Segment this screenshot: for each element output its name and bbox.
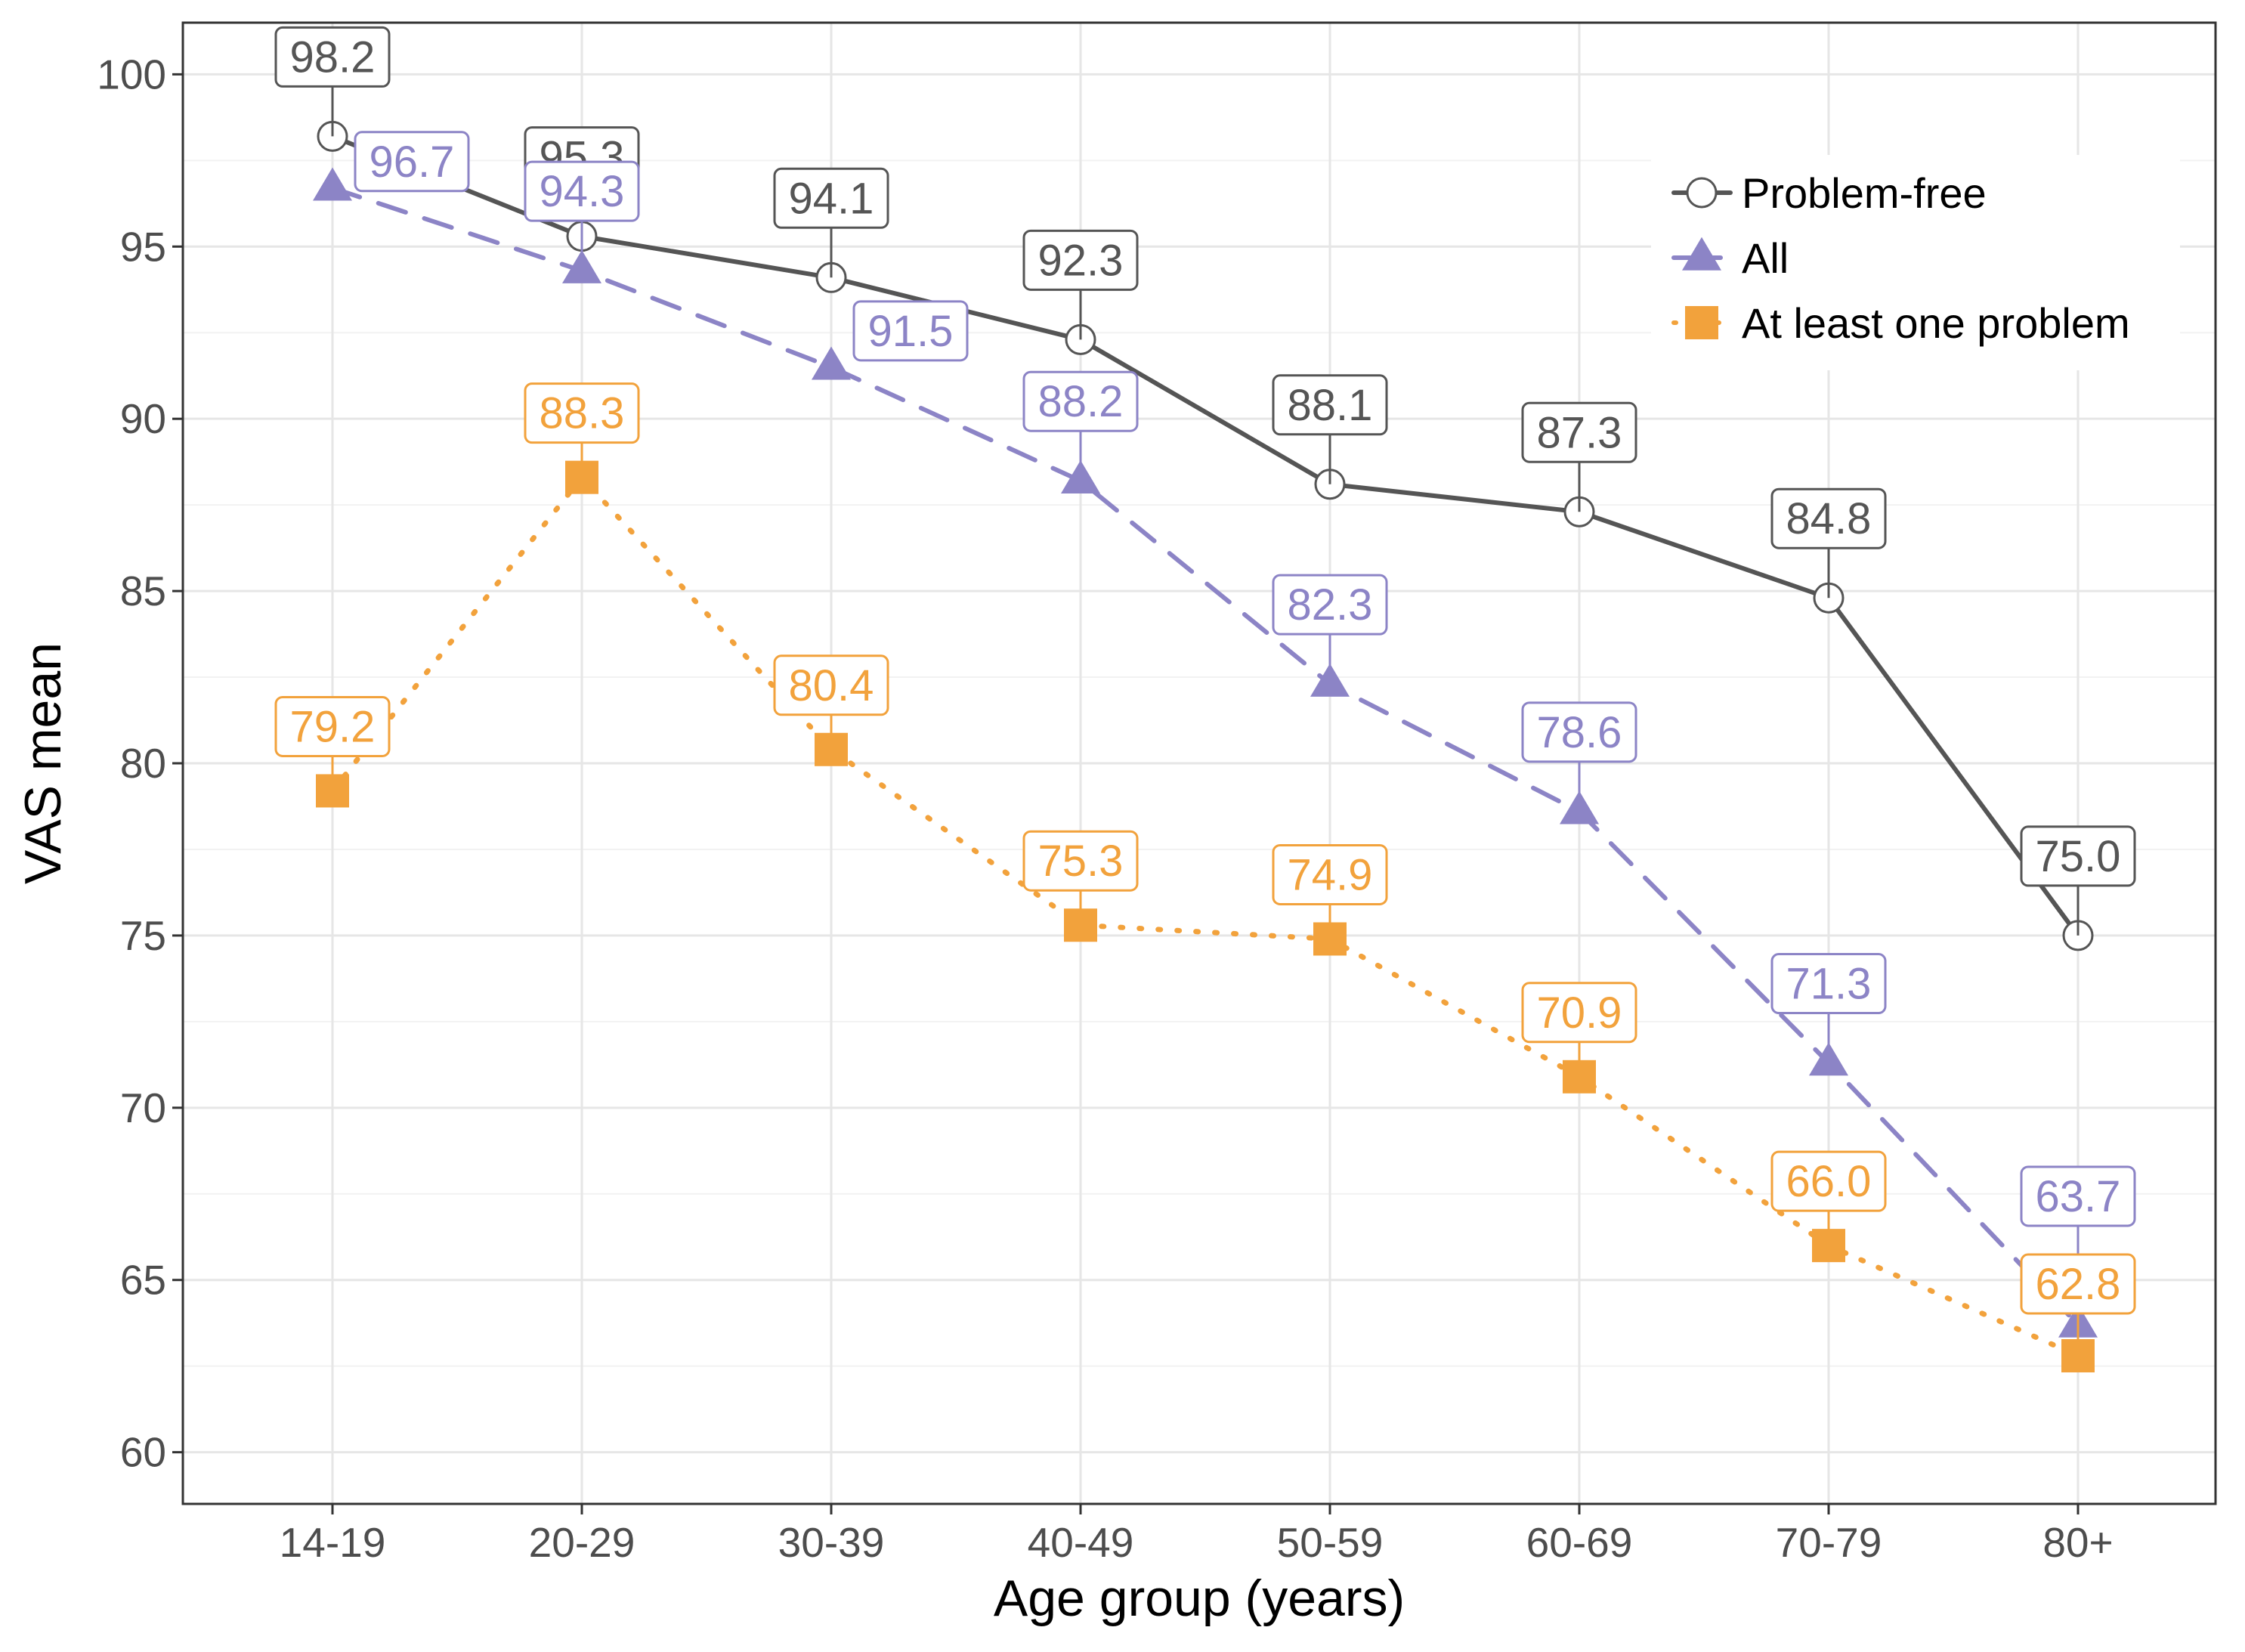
x-tick-label: 70-79 — [1776, 1519, 1882, 1566]
data-label: 88.3 — [540, 389, 625, 438]
legend-key-marker-0 — [1686, 177, 1718, 209]
y-tick-label: 70 — [120, 1084, 166, 1131]
x-tick-label: 20-29 — [529, 1519, 635, 1566]
data-label: 75.3 — [1038, 837, 1124, 886]
gridlines — [183, 23, 2216, 1504]
data-label: 82.3 — [1288, 580, 1373, 630]
y-tick-label: 65 — [120, 1257, 166, 1304]
data-label: 94.3 — [540, 167, 625, 216]
data-label: 84.8 — [1786, 494, 1872, 543]
label-box — [1770, 1150, 1887, 1212]
data-label: 74.9 — [1288, 850, 1373, 899]
y-tick-label: 80 — [120, 740, 166, 787]
label-box — [2020, 1253, 2136, 1315]
label-box — [773, 654, 889, 716]
x-tick-label: 40-49 — [1028, 1519, 1134, 1566]
legend-label: All — [1742, 234, 1789, 282]
label-box — [1521, 401, 1637, 463]
series-line-0 — [330, 134, 2080, 938]
data-label: 92.3 — [1038, 236, 1124, 285]
legend: Problem-free All At least one problem — [1651, 155, 2180, 370]
data-label: 78.6 — [1537, 708, 1622, 757]
legend-key-marker-1 — [1682, 237, 1721, 271]
label-box — [524, 382, 640, 444]
data-label: 63.7 — [2036, 1172, 2121, 1221]
label-box — [1022, 229, 1139, 291]
data-labels: 98.295.394.192.388.187.384.875.096.794.3… — [274, 26, 2136, 1356]
label-box — [2020, 1165, 2136, 1227]
data-label: 88.2 — [1038, 377, 1124, 426]
x-tick-label: 80+ — [2042, 1519, 2113, 1566]
label-box — [1022, 830, 1139, 892]
data-label: 70.9 — [1537, 988, 1622, 1038]
y-tick-label: 100 — [97, 51, 166, 97]
data-label: 71.3 — [1786, 960, 1872, 1009]
label-box — [1022, 370, 1139, 432]
x-axis-title: Age group (years) — [994, 1570, 1405, 1627]
x-tick-label: 30-39 — [778, 1519, 885, 1566]
x-tick-label: 60-69 — [1526, 1519, 1633, 1566]
legend-label: Problem-free — [1742, 169, 1987, 217]
data-label: 79.2 — [290, 702, 376, 751]
series-point-1 — [812, 346, 851, 380]
y-tick-label: 75 — [120, 912, 166, 959]
y-tick-label: 85 — [120, 568, 166, 614]
x-tick-label: 50-59 — [1277, 1519, 1384, 1566]
label-box — [354, 131, 470, 193]
legend-background — [1651, 155, 2180, 370]
data-label: 87.3 — [1537, 408, 1622, 457]
legend-label: At least one problem — [1742, 299, 2130, 347]
data-label: 91.5 — [868, 307, 954, 356]
label-box — [274, 695, 391, 757]
axes: 60 65 70 75 80 85 90 95 100 14-19 20-29 30-39 40-49 5… — [97, 51, 2113, 1566]
label-box — [773, 167, 889, 229]
legend-key-marker-2 — [1685, 306, 1718, 339]
series-line-1 — [330, 185, 2080, 1327]
label-box — [1770, 953, 1887, 1015]
y-tick-label: 60 — [120, 1429, 166, 1476]
y-tick-label: 95 — [120, 223, 166, 270]
data-label: 96.7 — [370, 138, 455, 187]
data-label: 80.4 — [789, 661, 874, 710]
series-point-1 — [313, 167, 352, 201]
label-box — [1770, 487, 1887, 549]
y-tick-label: 90 — [120, 395, 166, 442]
label-box — [274, 26, 391, 88]
label-box — [1521, 701, 1637, 763]
label-box — [1521, 982, 1637, 1044]
data-label: 75.0 — [2036, 832, 2121, 881]
x-tick-label: 14-19 — [280, 1519, 386, 1566]
label-box — [852, 300, 969, 362]
y-axis-title: VAS mean — [14, 642, 72, 884]
label-box — [1272, 574, 1388, 636]
label-box — [524, 160, 640, 222]
data-label: 88.1 — [1288, 381, 1373, 430]
label-box — [2020, 825, 2136, 887]
data-label: 98.2 — [290, 32, 376, 82]
data-label: 66.0 — [1786, 1157, 1872, 1206]
data-label: 62.8 — [2036, 1260, 2121, 1309]
data-label: 94.1 — [789, 174, 874, 223]
label-box — [1272, 374, 1388, 436]
label-box — [1272, 843, 1388, 905]
